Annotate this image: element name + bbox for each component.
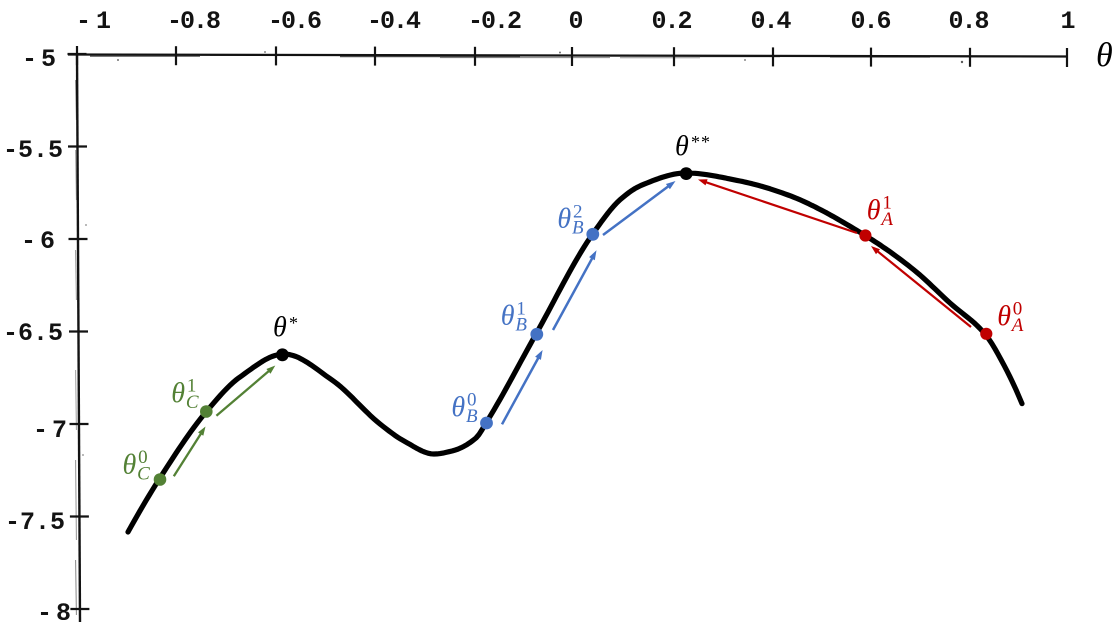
svg-text:θ: θ — [171, 378, 185, 409]
svg-text:**: ** — [691, 132, 711, 152]
svg-text:A: A — [1010, 315, 1024, 336]
svg-text:0.4: 0.4 — [750, 7, 791, 36]
svg-text:θ: θ — [997, 301, 1011, 332]
svg-text:-6.5: -6.5 — [3, 319, 63, 348]
svg-text:0: 0 — [138, 447, 148, 468]
svg-text:θ: θ — [123, 450, 137, 481]
svg-text:θ: θ — [675, 131, 689, 162]
svg-text:-0.4: -0.4 — [367, 7, 421, 36]
svg-text:C: C — [186, 392, 199, 413]
svg-text:C: C — [137, 463, 150, 484]
svg-text:-1: -1 — [76, 7, 116, 36]
svg-text:-0.6: -0.6 — [268, 7, 321, 36]
svg-text:B: B — [515, 314, 527, 335]
svg-text:-8: -8 — [37, 599, 75, 624]
svg-text:0: 0 — [568, 7, 583, 36]
svg-text:θ: θ — [557, 204, 571, 235]
svg-text:-6: -6 — [21, 227, 59, 256]
svg-text:θ: θ — [1096, 37, 1113, 74]
svg-text:θ: θ — [273, 312, 287, 343]
svg-text:B: B — [572, 217, 584, 238]
svg-text:-7.5: -7.5 — [5, 508, 65, 537]
svg-text:2: 2 — [573, 201, 583, 222]
svg-text:-0.8: -0.8 — [167, 7, 220, 36]
svg-text:*: * — [289, 313, 298, 333]
svg-text:-0.2: -0.2 — [468, 7, 521, 36]
svg-text:1: 1 — [882, 193, 892, 214]
svg-text:θ: θ — [501, 301, 515, 332]
svg-text:1: 1 — [516, 298, 526, 319]
svg-text:1: 1 — [187, 376, 197, 397]
svg-text:A: A — [879, 209, 893, 230]
svg-text:-7: -7 — [33, 416, 71, 445]
svg-text:B: B — [466, 406, 478, 427]
svg-text:0: 0 — [467, 390, 477, 411]
svg-text:-5.5: -5.5 — [3, 136, 63, 165]
svg-text:0.8: 0.8 — [948, 7, 988, 36]
svg-text:1: 1 — [1060, 7, 1075, 36]
svg-text:0.6: 0.6 — [850, 7, 890, 36]
svg-text:θ: θ — [867, 195, 881, 226]
svg-text:-5: -5 — [22, 45, 60, 74]
svg-text:θ: θ — [451, 392, 465, 423]
svg-text:0: 0 — [1013, 299, 1023, 320]
svg-text:0.2: 0.2 — [651, 7, 691, 36]
